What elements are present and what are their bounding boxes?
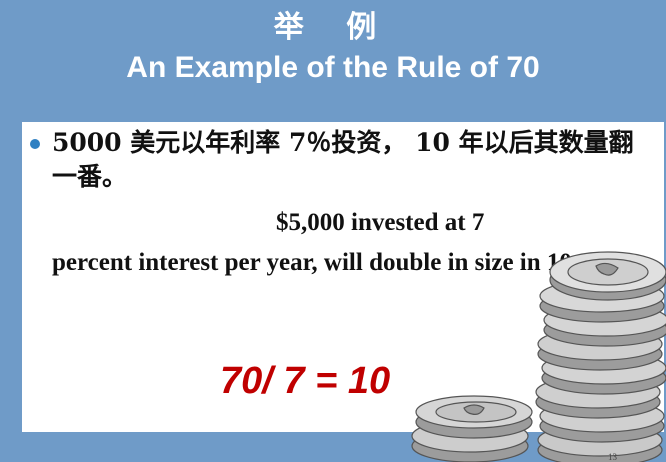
bullet-text-english-line1: $5,000 invested at 7 bbox=[276, 209, 485, 236]
coin-stack-icon bbox=[411, 251, 666, 462]
bullet-text-english-line2: percent interest per year, will double i… bbox=[52, 249, 636, 276]
slide-title-english: An Example of the Rule of 70 bbox=[126, 51, 540, 84]
bullet-dot-icon bbox=[30, 139, 40, 149]
bullet-text-chinese: 5000 美元以年利率 7％投资， 10 年以后其数量翻一番。 bbox=[52, 128, 634, 191]
page-number: 13 bbox=[608, 452, 617, 462]
rule-of-70-formula: 70/ 7 = 10 bbox=[220, 360, 391, 402]
slide-title-chinese: 举 例 bbox=[273, 10, 393, 45]
